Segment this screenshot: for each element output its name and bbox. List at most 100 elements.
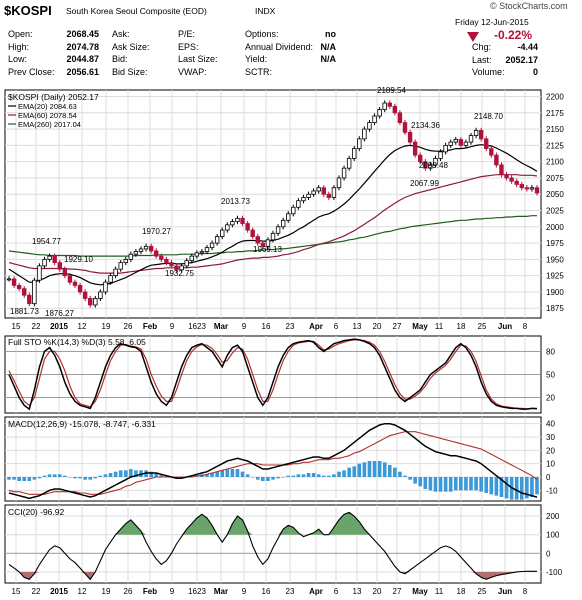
candle-body <box>93 298 98 306</box>
y-tick-label: 2075 <box>546 174 564 183</box>
candle-body <box>499 164 504 176</box>
macd-histogram-bar <box>464 477 468 491</box>
y-tick-label: 2200 <box>546 93 564 102</box>
macd-histogram-bar <box>215 471 219 477</box>
macd-histogram-bar <box>377 461 382 477</box>
macd-histogram-bar <box>32 477 37 480</box>
x-tick-label: 22 <box>32 322 41 331</box>
macd-histogram-bar <box>504 477 509 499</box>
candle-body <box>245 223 250 231</box>
field-label: Open: <box>8 29 33 39</box>
x-tick-label: 22 <box>32 587 41 596</box>
macd-histogram-bar <box>337 471 341 477</box>
x-tick-label: 8 <box>523 587 528 596</box>
field-label: Last: <box>472 54 492 65</box>
y-tick-label: 30 <box>546 433 555 442</box>
x-tick-label: 2015 <box>50 587 68 596</box>
candle-body <box>143 245 149 250</box>
legend-entry: EMA(260) 2017.04 <box>18 120 81 129</box>
macd-histogram-bar <box>73 477 77 479</box>
field-value: 2074.78 <box>66 41 99 52</box>
cci-panel-title: CCI(20) -96.92 <box>8 507 64 517</box>
quote-header: $KOSPI South Korea Seoul Composite (EOD)… <box>0 0 582 90</box>
macd-histogram-bar <box>393 467 397 477</box>
candle-body <box>534 187 540 194</box>
macd-histogram-bar <box>433 477 438 492</box>
candle-body <box>164 258 169 264</box>
y-tick-label: 2000 <box>546 223 564 232</box>
x-tick-label: 25 <box>478 587 487 596</box>
down-triangle-icon <box>467 32 479 42</box>
candle-body <box>529 187 535 190</box>
candle-body <box>204 247 210 252</box>
price-annotation: 1970.27 <box>142 227 171 236</box>
field-value: 2068.45 <box>66 29 99 39</box>
y-tick-label: 2100 <box>546 158 564 167</box>
x-tick-label: 20 <box>373 322 382 331</box>
x-tick-label: 25 <box>478 322 487 331</box>
candle-body <box>397 112 403 123</box>
y-tick-label: 2150 <box>546 125 564 134</box>
macd-histogram-bar <box>83 477 87 480</box>
candle-body <box>108 275 113 283</box>
candle-body <box>438 151 443 159</box>
x-tick-label: 12 <box>78 587 87 596</box>
x-tick-label: 16 <box>262 587 271 596</box>
macd-histogram-bar <box>525 477 529 499</box>
macd-histogram-bar <box>78 477 82 479</box>
candle-body <box>412 141 418 156</box>
sto-k-line <box>8 338 538 411</box>
macd-histogram-bar <box>195 475 199 477</box>
macd-histogram-bar <box>103 474 108 477</box>
candle-body <box>326 193 332 198</box>
candle-body <box>275 226 281 234</box>
x-tick-label: 18 <box>457 322 466 331</box>
price-annotation: 1881.73 <box>10 307 39 316</box>
candle-body <box>524 187 530 190</box>
macd-histogram-bar <box>240 471 245 477</box>
macd-histogram-bar <box>98 475 103 477</box>
y-tick-label: 80 <box>546 347 555 356</box>
legend-entry: EMA(20) 2084.63 <box>18 102 77 111</box>
x-tick-label: 18 <box>457 587 466 596</box>
x-tick-label: 8 <box>523 322 528 331</box>
macd-histogram-bar <box>448 477 453 492</box>
candle-body <box>484 138 489 150</box>
candle-body <box>387 102 392 107</box>
macd-histogram-bar <box>327 475 331 477</box>
price-annotation: 1929.10 <box>64 255 93 264</box>
x-tick-label: 23 <box>286 322 295 331</box>
y-tick-label: -10 <box>546 486 558 495</box>
candle-body <box>179 265 184 271</box>
macd-histogram-bar <box>123 470 128 477</box>
candle-body <box>88 298 93 306</box>
candle-body <box>220 229 225 237</box>
candle-body <box>519 184 524 189</box>
x-tick-label: 2015 <box>50 322 68 331</box>
field-value: N/A <box>320 54 337 64</box>
field-value: N/A <box>320 41 337 52</box>
x-tick-label: 11 <box>435 587 444 596</box>
candle-body <box>407 131 413 143</box>
macd-histogram-bar <box>423 477 428 489</box>
field-label: EPS: <box>178 41 199 52</box>
candle-body <box>255 236 260 244</box>
candle-body <box>286 213 291 221</box>
x-tick-label: May <box>412 322 428 331</box>
macd-histogram-bar <box>403 475 407 477</box>
x-tick-label: 9 <box>242 587 247 596</box>
candle-body <box>433 157 438 166</box>
candle-body <box>159 255 164 260</box>
macd-histogram-bar <box>118 470 123 477</box>
price-annotation: 1969.13 <box>253 245 282 254</box>
macd-histogram-bar <box>57 474 62 477</box>
stochastic-panel: 20 50 80 Full STO %K(14,3) %D(3) 5.58, 6.05 <box>4 335 555 414</box>
candle-body <box>352 148 357 159</box>
macd-panel: -10 0 10 20 30 40 MACD(12,26,9) -15.078, -8.74… <box>4 416 558 502</box>
candle-body <box>489 148 494 156</box>
y-tick-label: 1950 <box>546 255 564 264</box>
x-tick-label: 23 <box>286 587 295 596</box>
candle-body <box>209 242 215 249</box>
y-tick-label: 200 <box>546 512 560 521</box>
y-tick-label: 0 <box>546 549 551 558</box>
